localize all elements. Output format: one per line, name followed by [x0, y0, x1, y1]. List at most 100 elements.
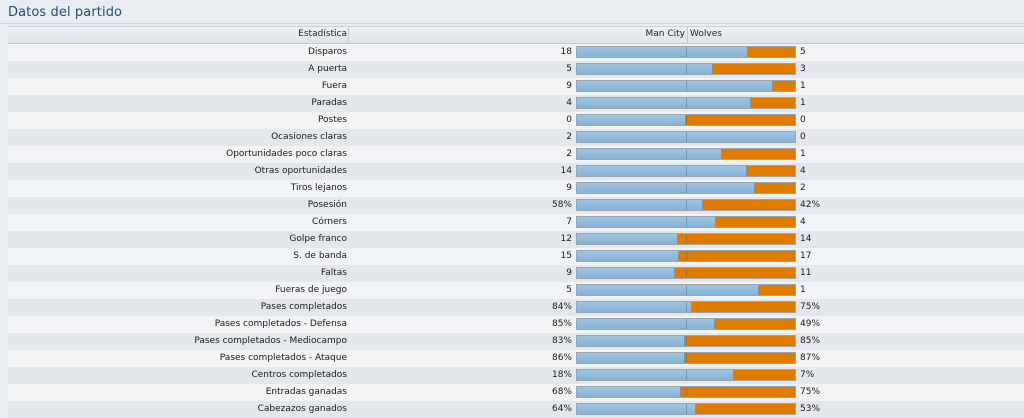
table-row: Fuera 9 1: [8, 78, 1024, 95]
comparison-bar: [576, 386, 796, 398]
table-row: Pases completados - Defensa 85% 49%: [8, 316, 1024, 333]
stat-label: Faltas: [320, 268, 347, 278]
home-bar-fill: [577, 183, 756, 193]
bar-midline: [686, 353, 687, 363]
bar-midline: [686, 319, 687, 329]
stats-rows: Disparos 18 5 A puerta 5 3 Fuera 9 1 Paradas 4 1 Pos…: [8, 44, 1024, 418]
bar-midline: [686, 200, 687, 210]
home-bar-fill: [577, 166, 747, 176]
home-value: 14: [560, 166, 572, 176]
home-value: 86%: [551, 353, 572, 363]
comparison-bar: [576, 131, 796, 143]
stat-label: Pases completados - Mediocampo: [194, 336, 347, 346]
comparison-bar: [576, 267, 796, 279]
away-value: 3: [800, 64, 806, 74]
home-bar-fill: [577, 234, 678, 244]
home-value: 84%: [551, 302, 572, 312]
home-bar-fill: [577, 404, 697, 414]
away-value: 1: [800, 149, 806, 159]
panel-title: Datos del partido: [8, 5, 123, 20]
home-value: 15: [560, 251, 572, 261]
bar-midline: [686, 302, 687, 312]
home-value: 68%: [551, 387, 572, 397]
away-value: 75%: [800, 387, 821, 397]
column-header-home-team: Man City: [645, 29, 686, 39]
stat-label: Golpe franco: [289, 234, 347, 244]
table-row: Disparos 18 5: [8, 44, 1024, 61]
home-bar-fill: [577, 251, 680, 261]
home-bar-fill: [577, 98, 752, 108]
stat-label: Ocasiones claras: [271, 132, 347, 142]
comparison-bar: [576, 250, 796, 262]
table-row: Cabezazos ganados 64% 53%: [8, 401, 1024, 418]
stat-label: Fuera: [321, 81, 347, 91]
column-divider: [348, 27, 349, 43]
stat-label: A puerta: [308, 64, 347, 74]
comparison-bar: [576, 114, 796, 126]
home-value: 18%: [551, 370, 572, 380]
home-bar-fill: [577, 81, 774, 91]
home-bar-fill: [577, 217, 716, 227]
comparison-bar: [576, 233, 796, 245]
home-value: 64%: [551, 404, 572, 414]
table-row: Ocasiones claras 2 0: [8, 129, 1024, 146]
comparison-bar: [576, 63, 796, 75]
stat-label: Pases completados - Defensa: [214, 319, 347, 329]
home-bar-fill: [577, 200, 704, 210]
stat-label: Posesión: [307, 200, 347, 210]
comparison-bar: [576, 403, 796, 415]
home-bar-fill: [577, 132, 795, 142]
comparison-bar: [576, 97, 796, 109]
comparison-bar: [576, 80, 796, 92]
home-value: 18: [560, 47, 572, 57]
stat-label: Pases completados: [260, 302, 347, 312]
table-row: Faltas 9 11: [8, 265, 1024, 282]
bar-midline: [686, 183, 687, 193]
table-row: Fueras de juego 5 1: [8, 282, 1024, 299]
away-value: 75%: [800, 302, 821, 312]
home-bar-fill: [577, 115, 686, 125]
comparison-bar: [576, 199, 796, 211]
table-row: Pases completados 84% 75%: [8, 299, 1024, 316]
home-bar-fill: [577, 336, 685, 346]
home-bar-fill: [577, 64, 714, 74]
bar-midline: [686, 234, 687, 244]
title-divider: [0, 23, 1024, 24]
away-value: 1: [800, 98, 806, 108]
comparison-bar: [576, 165, 796, 177]
bar-midline: [686, 336, 687, 346]
column-header-statistic[interactable]: Estadística: [298, 29, 347, 39]
bar-midline: [686, 268, 687, 278]
away-value: 14: [800, 234, 812, 244]
bar-midline: [686, 98, 687, 108]
comparison-bar: [576, 182, 796, 194]
table-row: S. de banda 15 17: [8, 248, 1024, 265]
away-value: 87%: [800, 353, 821, 363]
bar-midline: [686, 370, 687, 380]
home-value: 83%: [551, 336, 572, 346]
stat-label: Postes: [317, 115, 347, 125]
comparison-bar: [576, 216, 796, 228]
away-value: 0: [800, 132, 806, 142]
table-row: Postes 0 0: [8, 112, 1024, 129]
home-value: 7: [566, 217, 572, 227]
home-bar-fill: [577, 319, 716, 329]
home-value: 2: [566, 132, 572, 142]
comparison-bar: [576, 148, 796, 160]
table-row: Córners 7 4: [8, 214, 1024, 231]
away-value: 7%: [800, 370, 815, 380]
stat-label: Centros completados: [251, 370, 347, 380]
home-bar-fill: [577, 370, 734, 380]
table-row: Tiros lejanos 9 2: [8, 180, 1024, 197]
column-divider-teams: [687, 27, 688, 43]
bar-midline: [686, 47, 687, 57]
away-value: 49%: [800, 319, 821, 329]
stat-label: Tiros lejanos: [290, 183, 347, 193]
home-value: 5: [566, 64, 572, 74]
home-value: 0: [566, 115, 572, 125]
stat-label: Entradas ganadas: [265, 387, 347, 397]
away-value: 1: [800, 81, 806, 91]
stat-label: Otras oportunidades: [254, 166, 347, 176]
comparison-bar: [576, 301, 796, 313]
home-bar-fill: [577, 387, 681, 397]
